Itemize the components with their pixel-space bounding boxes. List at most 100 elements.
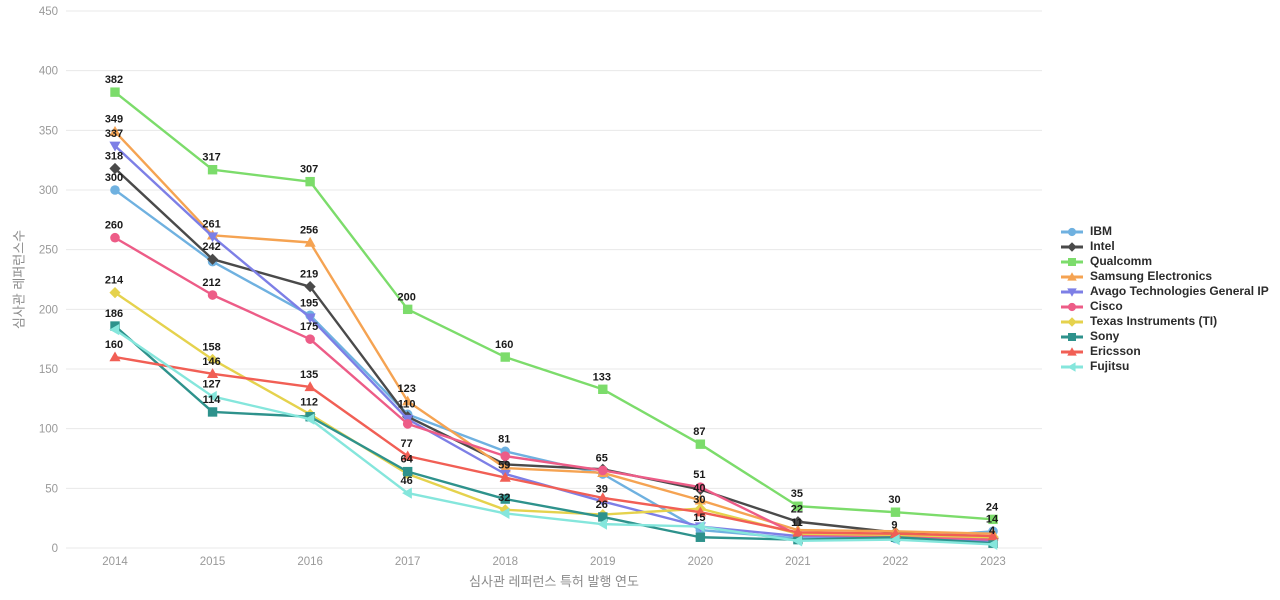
data-point (1067, 316, 1077, 327)
point-label: 35 (791, 488, 803, 500)
point-label: 14 (986, 513, 999, 525)
data-point (792, 535, 803, 547)
point-label: 123 (398, 383, 416, 395)
legend-marker-icon (1061, 241, 1083, 252)
legend-label: IBM (1090, 224, 1112, 238)
point-label: 22 (791, 504, 803, 516)
data-point (1067, 302, 1077, 311)
data-point (694, 520, 705, 533)
legend-marker-icon (1061, 346, 1083, 356)
legend-item-ericsson[interactable]: Ericsson (1060, 344, 1269, 359)
data-point (402, 395, 414, 406)
data-point (110, 232, 120, 243)
point-label: 349 (105, 114, 123, 126)
data-point (499, 462, 511, 473)
point-label: 382 (105, 74, 123, 86)
point-label: 146 (202, 356, 220, 368)
point-label: 87 (693, 426, 705, 438)
point-label: 260 (105, 220, 123, 232)
point-label: 158 (202, 341, 220, 353)
x-tick-label: 2022 (883, 556, 909, 568)
legend-item-intel[interactable]: Intel (1060, 239, 1269, 254)
point-label: 261 (202, 219, 220, 231)
y-tick-label: 200 (39, 304, 58, 316)
data-point (304, 236, 316, 247)
data-point (1067, 361, 1076, 372)
point-label: 64 (401, 454, 414, 466)
data-point (987, 530, 999, 541)
series-line-samsung-electronics (113, 130, 995, 535)
legend-marker-icon (1061, 257, 1083, 266)
y-tick-label: 350 (39, 125, 58, 137)
point-label: 15 (693, 512, 705, 524)
y-tick-label: 300 (39, 185, 58, 197)
x-axis-ticks: 2014 2015 2016 2017 2018 2019 2020 2021 2022 2023 (102, 556, 1006, 568)
legend-item-qualcomm[interactable]: Qualcomm (1060, 254, 1269, 269)
point-label: 160 (495, 339, 513, 351)
point-label: 65 (596, 452, 608, 464)
legend-item-cisco[interactable]: Cisco (1060, 299, 1269, 314)
point-label: 242 (202, 241, 220, 253)
data-point (1067, 287, 1077, 297)
point-label: 195 (300, 297, 318, 309)
series-line-fujitsu (113, 328, 995, 546)
data-point (305, 176, 315, 187)
legend-item-avago-technologies-general-ip[interactable]: Avago Technologies General IP (1060, 284, 1269, 299)
data-point (500, 451, 511, 461)
point-label: 59 (498, 460, 510, 472)
x-tick-label: 2017 (395, 556, 421, 568)
y-tick-label: 250 (39, 245, 58, 257)
point-label: 112 (300, 396, 318, 408)
legend-item-samsung-electronics[interactable]: Samsung Electronics (1060, 269, 1269, 284)
point-label: 81 (498, 433, 510, 445)
data-point (499, 504, 511, 516)
legend-item-sony[interactable]: Sony (1060, 329, 1269, 344)
x-tick-label: 2023 (980, 556, 1006, 568)
legend: IBM Intel Qualcomm Samsung Electronics Avago… (1060, 224, 1269, 374)
data-point (598, 384, 608, 394)
point-label: 160 (105, 339, 123, 351)
x-tick-label: 2016 (297, 556, 323, 568)
legend-marker-icon (1061, 227, 1083, 236)
data-point (304, 313, 316, 324)
point-label: 26 (596, 499, 608, 511)
data-point (109, 141, 121, 152)
legend-marker-icon (1061, 316, 1083, 327)
legend-marker-icon (1061, 287, 1083, 297)
legend-item-fujitsu[interactable]: Fujitsu (1060, 359, 1269, 374)
legend-item-texas-instruments-ti[interactable]: Texas Instruments (TI) (1060, 314, 1269, 329)
data-point (792, 516, 804, 528)
data-point (402, 466, 413, 477)
legend-label: Ericsson (1090, 344, 1141, 358)
legend-marker-icon (1061, 332, 1083, 341)
x-axis-title: 심사관 레퍼런스 특허 발행 연도 (469, 574, 639, 589)
point-label: 127 (202, 378, 220, 390)
x-tick-label: 2021 (785, 556, 811, 568)
data-point (1068, 257, 1076, 266)
data-point (598, 512, 608, 522)
point-label: 175 (300, 321, 318, 333)
data-point (1067, 227, 1077, 236)
data-point (695, 482, 706, 492)
point-label: 4 (989, 525, 996, 537)
point-label: 46 (401, 475, 413, 487)
point-label: 317 (202, 152, 220, 164)
data-point (304, 281, 316, 293)
data-point (792, 526, 804, 537)
y-tick-label: 150 (39, 364, 58, 376)
legend-item-ibm[interactable]: IBM (1060, 224, 1269, 239)
data-point (109, 162, 121, 175)
series-line-texas-instruments-ti (113, 291, 995, 539)
point-label: 337 (105, 128, 123, 140)
legend-label: Texas Instruments (TI) (1090, 314, 1218, 328)
data-point (402, 487, 412, 499)
data-point (110, 87, 120, 97)
data-point (988, 514, 998, 525)
point-label: 200 (398, 291, 416, 303)
data-point (207, 407, 218, 417)
series-line-ibm (113, 188, 995, 540)
point-label: 318 (105, 151, 123, 163)
data-point (206, 368, 219, 378)
data-point (694, 506, 706, 517)
data-point (110, 185, 120, 195)
